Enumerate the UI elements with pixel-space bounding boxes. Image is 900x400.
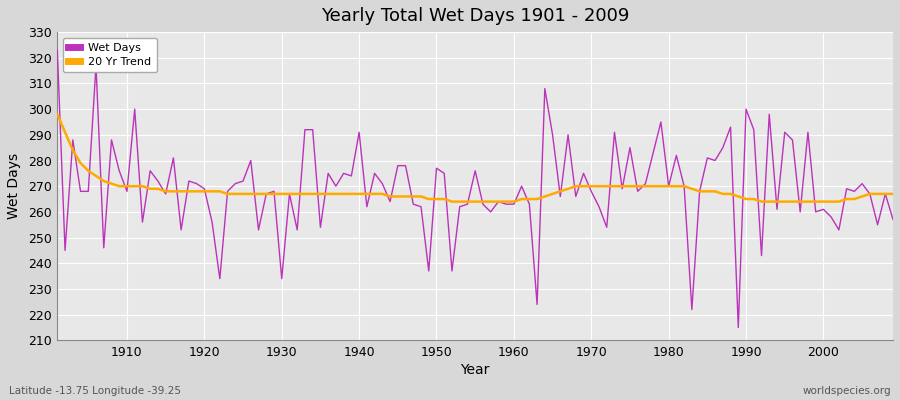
- Wet Days: [284, 192, 295, 196]
- Title: Yearly Total Wet Days 1901 - 2009: Yearly Total Wet Days 1901 - 2009: [321, 7, 629, 25]
- Wet Days: [113, 168, 124, 173]
- 20 Yr Trend: [609, 184, 620, 188]
- Y-axis label: Wet Days: Wet Days: [7, 153, 21, 219]
- Wet Days: [887, 217, 898, 222]
- 20 Yr Trend: [113, 184, 124, 188]
- Text: Latitude -13.75 Longitude -39.25: Latitude -13.75 Longitude -39.25: [9, 386, 181, 396]
- X-axis label: Year: Year: [461, 363, 490, 377]
- Text: worldspecies.org: worldspecies.org: [803, 386, 891, 396]
- 20 Yr Trend: [517, 197, 527, 202]
- Legend: Wet Days, 20 Yr Trend: Wet Days, 20 Yr Trend: [63, 38, 158, 72]
- 20 Yr Trend: [508, 199, 519, 204]
- Wet Days: [52, 48, 63, 52]
- 20 Yr Trend: [52, 112, 63, 117]
- Line: Wet Days: Wet Days: [58, 50, 893, 328]
- 20 Yr Trend: [284, 192, 295, 196]
- Wet Days: [508, 202, 519, 206]
- Wet Days: [330, 184, 341, 188]
- Wet Days: [500, 202, 511, 206]
- Line: 20 Yr Trend: 20 Yr Trend: [58, 114, 893, 202]
- 20 Yr Trend: [887, 192, 898, 196]
- Wet Days: [733, 325, 743, 330]
- 20 Yr Trend: [446, 199, 457, 204]
- Wet Days: [601, 225, 612, 230]
- 20 Yr Trend: [330, 192, 341, 196]
